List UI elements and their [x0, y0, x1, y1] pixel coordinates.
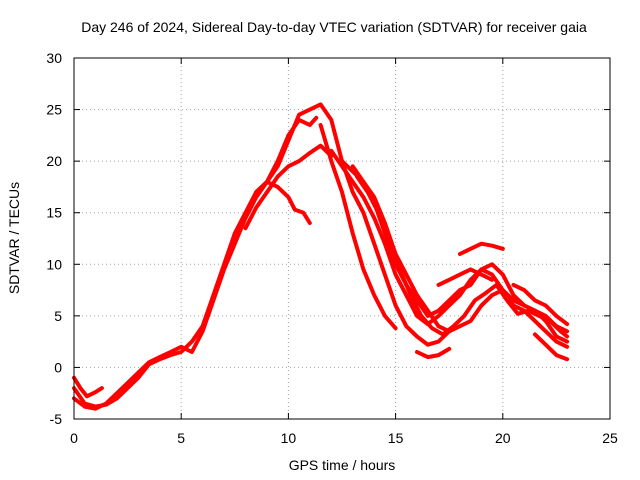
y-tick-label: 15: [46, 205, 62, 221]
series-track-3: [243, 143, 334, 231]
plot-frame: [73, 57, 611, 420]
series-track-2: [72, 115, 319, 411]
series-track-9: [355, 174, 570, 339]
chart-title: Day 246 of 2024, Sidereal Day-to-day VTE…: [81, 19, 587, 35]
y-tick-label: 10: [46, 256, 62, 272]
y-tick-label: 30: [46, 50, 62, 66]
y-axis-label: SDTVAR / TECUs: [6, 182, 22, 294]
y-tick-label: -5: [50, 411, 63, 427]
x-axis-label: GPS time / hours: [289, 457, 396, 473]
series-track-15: [72, 375, 104, 399]
series-track-11: [457, 241, 505, 256]
series-track-6: [329, 148, 570, 349]
y-tick-label: 25: [46, 102, 62, 118]
x-tick-label: 20: [495, 430, 511, 446]
series-track-14: [533, 332, 570, 362]
x-tick-label: 15: [388, 430, 404, 446]
x-tick-label: 10: [281, 430, 297, 446]
y-tick-label: 0: [54, 359, 62, 375]
series-track-12: [415, 346, 452, 360]
y-tick-label: 5: [54, 308, 62, 324]
x-tick-label: 5: [177, 430, 185, 446]
grid-layer: [74, 58, 610, 419]
series-layer: [72, 102, 570, 411]
series-track-10: [436, 267, 495, 287]
series-track-13: [511, 282, 570, 327]
y-tick-label: 20: [46, 153, 62, 169]
series-track-8: [350, 164, 570, 334]
tick-layer: 0 5 10 15 20 25 -5 0 5 10 15 20 25 30: [46, 50, 618, 446]
series-track-5: [318, 123, 398, 331]
series-track-4: [254, 179, 312, 225]
x-tick-label: 0: [70, 430, 78, 446]
x-tick-label: 25: [602, 430, 618, 446]
